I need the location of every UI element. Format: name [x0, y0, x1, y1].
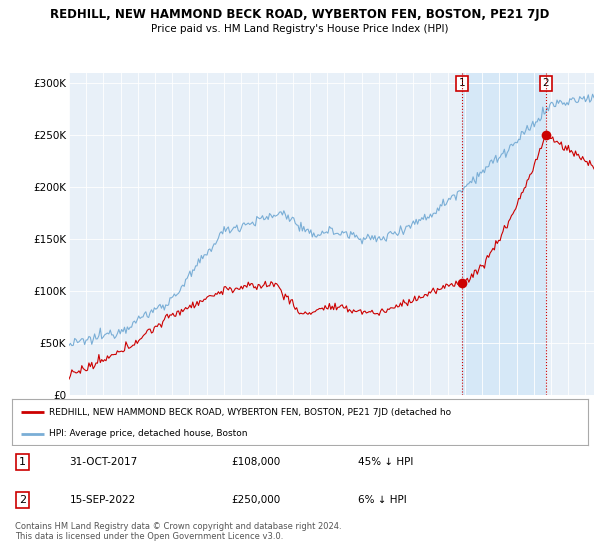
- Text: 45% ↓ HPI: 45% ↓ HPI: [358, 457, 413, 467]
- Text: 6% ↓ HPI: 6% ↓ HPI: [358, 495, 406, 505]
- Text: 1: 1: [19, 457, 26, 467]
- Text: £108,000: £108,000: [231, 457, 280, 467]
- Text: REDHILL, NEW HAMMOND BECK ROAD, WYBERTON FEN, BOSTON, PE21 7JD: REDHILL, NEW HAMMOND BECK ROAD, WYBERTON…: [50, 8, 550, 21]
- Text: 1: 1: [458, 78, 465, 88]
- Bar: [462, 73, 546, 395]
- Text: 2: 2: [542, 78, 549, 88]
- Text: HPI: Average price, detached house, Boston: HPI: Average price, detached house, Bost…: [49, 429, 248, 438]
- Text: £250,000: £250,000: [231, 495, 280, 505]
- Text: 15-SEP-2022: 15-SEP-2022: [70, 495, 136, 505]
- Text: 31-OCT-2017: 31-OCT-2017: [70, 457, 138, 467]
- Text: Contains HM Land Registry data © Crown copyright and database right 2024.
This d: Contains HM Land Registry data © Crown c…: [15, 522, 341, 542]
- Text: Price paid vs. HM Land Registry's House Price Index (HPI): Price paid vs. HM Land Registry's House …: [151, 24, 449, 34]
- Text: 2: 2: [19, 495, 26, 505]
- Text: REDHILL, NEW HAMMOND BECK ROAD, WYBERTON FEN, BOSTON, PE21 7JD (detached ho: REDHILL, NEW HAMMOND BECK ROAD, WYBERTON…: [49, 408, 452, 417]
